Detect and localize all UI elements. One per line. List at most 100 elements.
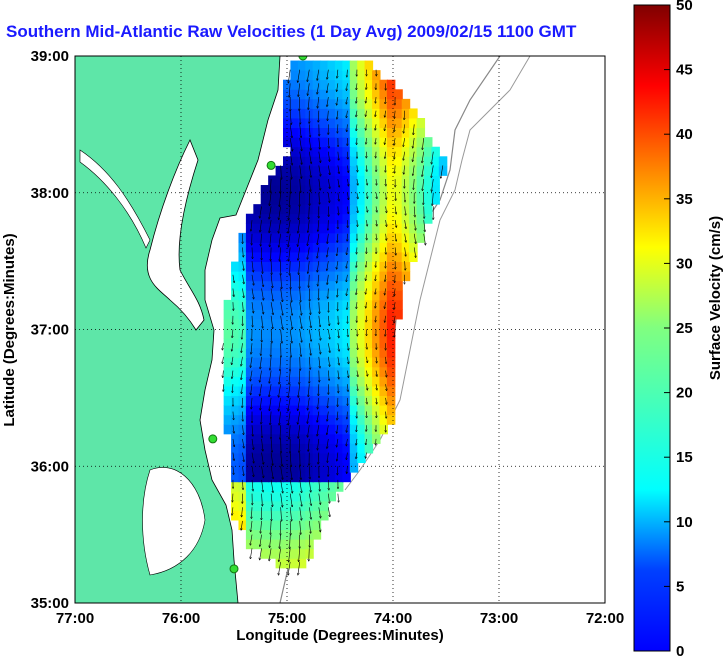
velocity-cell <box>357 290 366 301</box>
velocity-arrow <box>298 425 301 438</box>
velocity-cell <box>305 319 314 330</box>
velocity-cell <box>312 137 322 148</box>
velocity-cell <box>260 319 270 330</box>
velocity-cell <box>283 194 292 205</box>
velocity-cell <box>275 500 285 511</box>
velocity-cell <box>253 366 262 377</box>
velocity-cell <box>275 472 285 483</box>
velocity-cell <box>349 424 359 435</box>
velocity-cell <box>283 558 292 569</box>
velocity-cell <box>320 290 329 301</box>
velocity-arrow <box>367 192 368 199</box>
velocity-arrow <box>386 397 387 404</box>
velocity-cell <box>394 98 403 109</box>
velocity-cell <box>334 271 344 282</box>
velocity-cell <box>364 280 374 291</box>
velocity-cell <box>320 433 329 444</box>
velocity-cell <box>223 319 233 330</box>
velocity-cell <box>275 165 285 176</box>
velocity-arrow <box>337 165 339 173</box>
velocity-cell <box>423 137 433 148</box>
velocity-cell <box>260 500 270 511</box>
velocity-cell <box>364 405 374 416</box>
velocity-cell <box>312 89 322 100</box>
velocity-cell <box>283 108 292 119</box>
velocity-cell <box>297 405 307 416</box>
velocity-arrow <box>309 124 310 136</box>
velocity-cell <box>290 118 299 129</box>
velocity-arrow <box>299 302 302 315</box>
velocity-cell <box>275 347 285 358</box>
velocity-cell <box>297 261 307 272</box>
velocity-arrow <box>260 356 262 369</box>
velocity-cell <box>327 60 337 71</box>
velocity-arrow <box>337 110 338 119</box>
velocity-cell <box>334 433 344 444</box>
velocity-cell <box>334 98 344 109</box>
velocity-cell <box>275 481 285 492</box>
velocity-cell <box>416 156 426 167</box>
velocity-cell <box>394 194 403 205</box>
colorbar-tick-label: 50 <box>676 0 693 14</box>
velocity-cell <box>245 414 255 425</box>
velocity-cell <box>260 529 270 540</box>
velocity-arrow <box>318 507 321 517</box>
velocity-cell <box>409 252 418 263</box>
velocity-cell <box>305 242 314 253</box>
velocity-cell <box>349 328 359 339</box>
velocity-cell <box>305 232 314 243</box>
velocity-cell <box>320 338 329 349</box>
velocity-cell <box>327 252 337 263</box>
velocity-cell <box>342 137 351 148</box>
velocity-cell <box>327 472 337 483</box>
velocity-cell <box>320 232 329 243</box>
velocity-arrow <box>347 206 348 213</box>
velocity-cell <box>283 376 292 387</box>
velocity-arrow <box>251 397 252 409</box>
velocity-arrow <box>279 548 281 561</box>
velocity-cell <box>416 204 426 215</box>
velocity-arrow <box>376 370 377 377</box>
velocity-arrow <box>271 247 272 260</box>
velocity-arrow <box>261 452 264 464</box>
velocity-cell <box>290 520 299 531</box>
velocity-cell <box>416 232 426 243</box>
velocity-cell <box>312 261 322 272</box>
velocity-arrow <box>357 192 358 199</box>
velocity-arrow <box>270 493 272 507</box>
velocity-cell <box>231 357 240 368</box>
velocity-cell <box>253 213 262 224</box>
velocity-cell <box>268 462 277 473</box>
velocity-cell <box>379 261 388 272</box>
velocity-arrow <box>357 206 358 212</box>
velocity-cell <box>364 137 374 148</box>
velocity-cell <box>297 462 307 473</box>
velocity-arrow <box>385 288 386 294</box>
velocity-arrow <box>270 411 272 425</box>
velocity-cell <box>349 79 359 90</box>
velocity-cell <box>245 242 255 253</box>
velocity-cell <box>312 405 322 416</box>
velocity-cell <box>238 443 247 454</box>
velocity-arrow <box>261 233 262 246</box>
velocity-arrow <box>232 438 234 447</box>
velocity-cell <box>349 194 359 205</box>
velocity-cell <box>312 395 322 406</box>
velocity-arrow <box>251 288 254 298</box>
velocity-cell <box>305 424 314 435</box>
velocity-cell <box>275 491 285 502</box>
velocity-cell <box>372 194 381 205</box>
velocity-cell <box>349 98 359 109</box>
velocity-cell <box>342 376 351 387</box>
velocity-cell <box>357 252 366 263</box>
colorbar-tick-label: 40 <box>676 126 693 143</box>
velocity-cell <box>327 185 337 196</box>
velocity-cell <box>312 213 322 224</box>
velocity-cell <box>372 108 381 119</box>
velocity-cell <box>334 328 344 339</box>
velocity-cell <box>431 146 440 157</box>
velocity-cell <box>290 271 299 282</box>
plot-frame <box>74 55 606 604</box>
velocity-cell <box>275 185 285 196</box>
velocity-cell <box>305 252 314 263</box>
